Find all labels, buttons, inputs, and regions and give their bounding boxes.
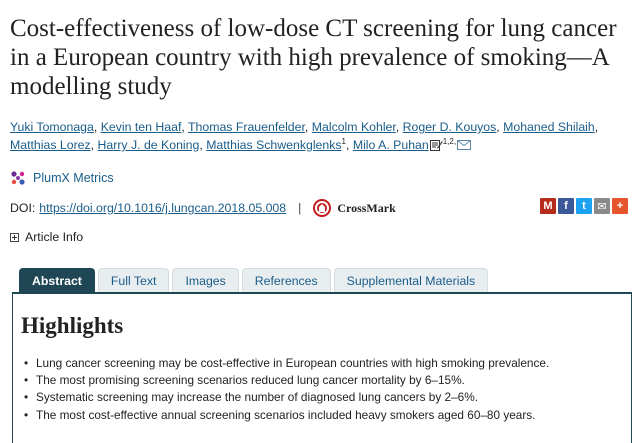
expand-icon (10, 232, 19, 242)
plumx-label: PlumX Metrics (33, 171, 114, 185)
tab-references[interactable]: References (241, 268, 331, 293)
separator: | (298, 201, 302, 215)
author-affiliation: 1 (341, 136, 346, 146)
author-link[interactable]: Mohaned Shilaih (503, 120, 595, 134)
doi-label: DOI: (10, 201, 36, 215)
author-link[interactable]: Harry J. de Koning (97, 138, 200, 152)
author-link[interactable]: Matthias Lorez (10, 138, 91, 152)
more-share-icon[interactable]: + (612, 198, 628, 214)
author-list: Yuki Tomonaga, Kevin ten Haaf, Thomas Fr… (10, 118, 635, 156)
tab-supplemental-materials[interactable]: Supplemental Materials (333, 268, 489, 293)
crossmark-button[interactable]: CrossMark (313, 199, 396, 217)
article-info-label: Article Info (25, 230, 84, 244)
share-toolbar: M f t ✉ + (540, 198, 628, 214)
list-item: • The most cost-effective annual screenin… (24, 407, 536, 422)
highlights-heading: Highlights (21, 313, 124, 338)
tab-full-text[interactable]: Full Text (97, 268, 170, 293)
plumx-icon (11, 171, 25, 185)
author-link[interactable]: Matthias Schwenkglenks (206, 138, 342, 152)
author-affiliation: 1,2, (442, 136, 457, 146)
abstract-panel (12, 292, 632, 443)
article-title: Cost-effectiveness of low-dose CT screen… (10, 15, 617, 100)
crossmark-icon (313, 199, 332, 217)
list-item: • The most promising screening scenarios … (24, 373, 465, 388)
doi-row: DOI: https://doi.org/10.1016/j.lungcan.2… (10, 198, 630, 218)
highlights-list: • Lung cancer screening may be cost-effec… (24, 355, 549, 424)
facebook-icon[interactable]: f (558, 198, 574, 214)
article-info-toggle[interactable]: Article Info (10, 230, 83, 244)
author-link[interactable]: Kevin ten Haaf (100, 120, 182, 134)
author-link[interactable]: Thomas Frauenfelder (188, 120, 305, 134)
tab-images[interactable]: Images (172, 268, 239, 293)
twitter-icon[interactable]: t (576, 198, 592, 214)
author-link[interactable]: Milo A. Puhan (352, 138, 429, 152)
plumx-metrics-link[interactable]: PlumX Metrics (10, 170, 114, 186)
edit-icon[interactable] (429, 138, 443, 156)
author-link[interactable]: Roger D. Kouyos (402, 120, 497, 134)
list-item: • Lung cancer screening may be cost-effec… (24, 356, 550, 370)
author-link[interactable]: Yuki Tomonaga (10, 120, 94, 134)
content-tabs: Abstract Full Text Images References Sup… (19, 268, 489, 293)
email-share-icon[interactable]: ✉ (594, 198, 610, 214)
mendeley-icon[interactable]: M (540, 198, 556, 214)
list-item: • Systematic screening may increase the n… (24, 390, 478, 405)
doi-link[interactable]: https://doi.org/10.1016/j.lungcan.2018.0… (39, 201, 287, 215)
crossmark-label: CrossMark (337, 200, 396, 215)
mail-icon[interactable] (457, 137, 472, 155)
author-link[interactable]: Malcolm Kohler (311, 120, 396, 134)
tab-abstract[interactable]: Abstract (19, 268, 95, 293)
